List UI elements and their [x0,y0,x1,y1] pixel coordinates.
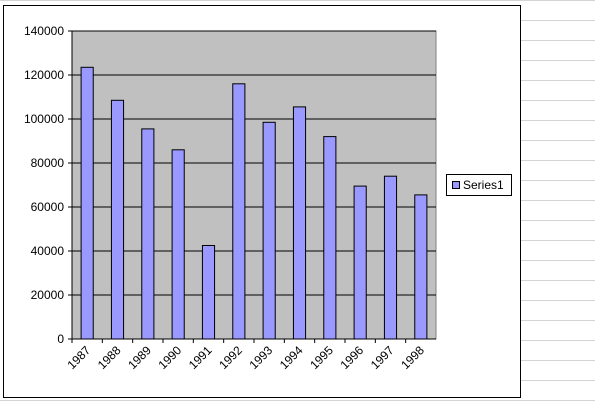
bar [171,149,185,340]
y-tick-label: 60000 [31,200,65,214]
legend-box [446,174,512,196]
bar [292,106,307,340]
bar [110,99,125,340]
bar [353,185,367,340]
y-tick-label: 100000 [24,112,64,126]
bar [383,175,398,340]
y-tick-label: 120000 [24,68,64,82]
y-tick-label: 140000 [24,24,64,38]
y-tick-label: 40000 [31,244,65,258]
y-tick-label: 20000 [31,288,65,302]
plot-area [71,30,437,340]
bar [262,121,276,340]
bar [80,66,94,340]
bar [323,136,337,340]
bar [232,83,246,340]
legend-label: Series1 [463,178,504,192]
y-tick-label: 0 [57,332,64,346]
bar [201,245,216,340]
legend-swatch [452,181,460,189]
y-tick-label: 80000 [31,156,65,170]
bar [141,128,155,340]
bar [414,194,428,340]
